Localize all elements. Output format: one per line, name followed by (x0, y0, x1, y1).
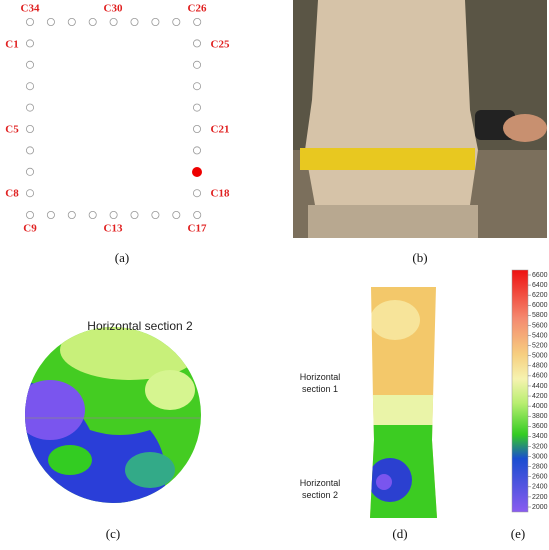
sensor-label: C13 (104, 223, 123, 235)
sensor-label: C25 (211, 39, 230, 51)
sensor-label: C30 (104, 3, 123, 15)
photo (293, 0, 547, 238)
sensor-point (25, 210, 34, 219)
sensor-point (192, 125, 201, 134)
scale-tick-label: 4800 (532, 363, 548, 370)
scale-tick-label: 6600 (532, 272, 548, 279)
sensor-point (109, 210, 118, 219)
sensor-point (67, 17, 76, 26)
sensor-point (192, 39, 201, 48)
scale-tick-label: 3400 (532, 433, 548, 440)
scale-tick-label: 6000 (532, 302, 548, 309)
scale-tick-label: 2800 (532, 463, 548, 470)
section-label: Horizontal (300, 372, 341, 382)
sensor-label: C5 (5, 124, 19, 136)
sensor-point (46, 210, 55, 219)
sensor-label: C1 (5, 39, 18, 51)
sensor-point (193, 210, 202, 219)
scale-tick-label: 2400 (532, 484, 548, 491)
sensor-point (192, 146, 201, 155)
sensor-point (25, 167, 34, 176)
caption: (e) (511, 526, 525, 541)
sensor-point (25, 146, 34, 155)
sensor-point (25, 17, 34, 26)
sensor-point (88, 210, 97, 219)
sensor-point (130, 17, 139, 26)
active-sensor (192, 167, 202, 177)
sensor-point (172, 210, 181, 219)
scale-tick-label: 3200 (532, 443, 548, 450)
sensor-point (151, 210, 160, 219)
sensor-point (172, 17, 181, 26)
scale-tick-label: 5000 (532, 353, 548, 360)
sensor-point (25, 39, 34, 48)
sensor-point (25, 103, 34, 112)
sensor-point (88, 17, 97, 26)
color-scale (511, 269, 529, 513)
scale-tick-label: 6400 (532, 282, 548, 289)
sensor-point (25, 82, 34, 91)
sensor-point (46, 17, 55, 26)
contour-column (370, 287, 437, 518)
section-label: section 1 (302, 384, 338, 394)
scale-tick-label: 4000 (532, 403, 548, 410)
scale-tick-label: 5600 (532, 322, 548, 329)
sensor-point (193, 17, 202, 26)
scale-tick-label: 3800 (532, 413, 548, 420)
sensor-label: C8 (5, 188, 19, 200)
sensor-label: C26 (188, 3, 207, 15)
sensor-point (151, 17, 160, 26)
scale-tick-label: 5200 (532, 342, 548, 349)
sensor-label: C17 (188, 223, 207, 235)
scale-tick-label: 4200 (532, 393, 548, 400)
sensor-point (109, 17, 118, 26)
scale-tick-label: 5800 (532, 312, 548, 319)
sensor-point (25, 189, 34, 198)
sensor-point (130, 210, 139, 219)
sensor-point (25, 125, 34, 134)
caption: (a) (115, 250, 129, 265)
sensor-label: C21 (211, 124, 230, 136)
sensor-point (67, 210, 76, 219)
sensor-label: C18 (211, 188, 230, 200)
sensor-point (192, 103, 201, 112)
caption: (d) (392, 526, 407, 541)
caption: (b) (412, 250, 427, 265)
sensor-point (192, 82, 201, 91)
sensor-point (25, 60, 34, 69)
caption: (c) (106, 526, 120, 541)
sensor-point (192, 60, 201, 69)
scale-tick-label: 5400 (532, 332, 548, 339)
section-label: section 2 (302, 490, 338, 500)
scale-tick-label: 2000 (532, 504, 548, 511)
scale-tick-label: 6200 (532, 292, 548, 299)
section-title: Horizontal section 2 (87, 319, 193, 333)
scale-tick-label: 2200 (532, 494, 548, 501)
sensor-label: C34 (21, 3, 40, 15)
contour-section (25, 327, 201, 503)
sensor-point (192, 189, 201, 198)
scale-tick-label: 3600 (532, 423, 548, 430)
sensor-label: C9 (23, 223, 37, 235)
scale-tick-label: 4400 (532, 383, 548, 390)
scale-tick-label: 4600 (532, 373, 548, 380)
scale-tick-label: 2600 (532, 474, 548, 481)
section-label: Horizontal (300, 478, 341, 488)
scale-tick-label: 3000 (532, 453, 548, 460)
